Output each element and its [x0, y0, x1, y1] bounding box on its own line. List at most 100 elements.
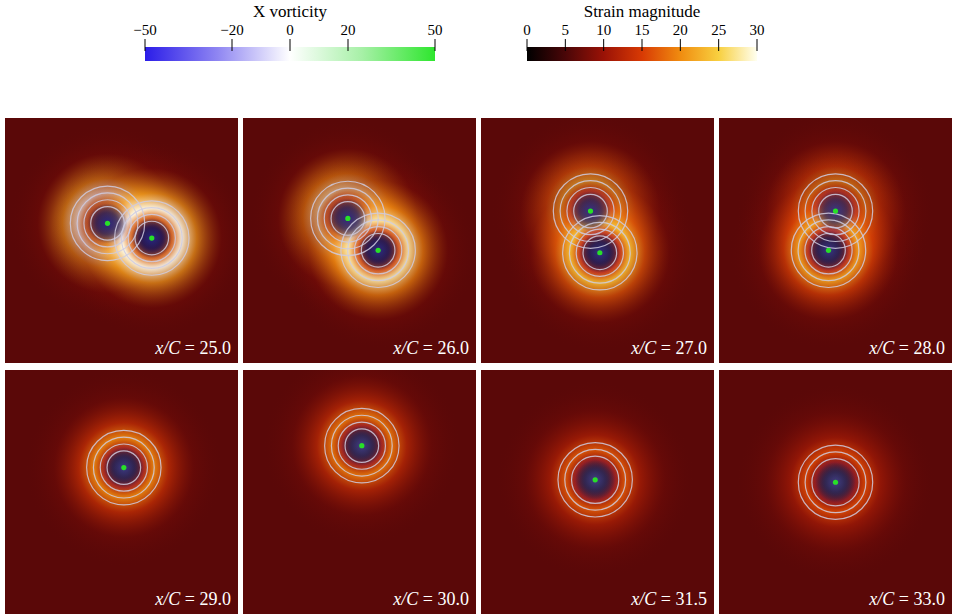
vorticity-contour: [107, 451, 141, 485]
vorticity-contour: [91, 207, 125, 241]
colorbar-tick: [642, 39, 643, 51]
vorticity-contour: [563, 216, 637, 290]
panel: x/C = 28.0: [719, 111, 952, 363]
vorticity-contour: [331, 415, 392, 476]
vorticity-tint: [98, 442, 150, 494]
vorticity-contour: [576, 229, 623, 276]
panel: x/C = 30.0: [243, 346, 476, 614]
vorticity-contour: [121, 208, 182, 269]
vorticity-contour: [583, 236, 617, 270]
vorticity-contour: [812, 459, 859, 506]
vortex-centre: [345, 216, 350, 221]
vorticity-contour: [569, 222, 630, 283]
colorbar-tick: [290, 39, 291, 51]
panel-label: x/C = 27.0: [630, 338, 707, 358]
colorbar: X vorticity−50−2002050: [133, 2, 442, 61]
colorbar-tick: [565, 39, 566, 51]
colorbar-tick: [603, 39, 604, 51]
vortex-centre: [833, 480, 838, 485]
panel-label: x/C = 33.0: [868, 589, 945, 609]
panel: x/C = 31.5: [481, 370, 714, 614]
vorticity-contour: [93, 437, 154, 498]
colorbar-tick: [527, 39, 528, 51]
colorbar: Strain magnitude051015202530: [523, 2, 764, 61]
colorbar-tick: [718, 39, 719, 51]
vorticity-contour: [812, 234, 846, 268]
vorticity-contour: [798, 220, 859, 281]
vortex-centre: [826, 248, 831, 253]
strain-halo: [52, 138, 238, 338]
panel-label: x/C = 30.0: [392, 589, 469, 609]
strain-halo: [278, 150, 476, 350]
panel-label: x/C = 28.0: [868, 338, 945, 358]
colorbar-tick-label: 0: [523, 22, 531, 38]
panel-label: x/C = 25.0: [154, 338, 231, 358]
vorticity-contour: [135, 221, 169, 255]
vorticity-contour: [100, 444, 147, 491]
vorticity-contour: [798, 445, 872, 519]
panel-label: x/C = 29.0: [154, 589, 231, 609]
colorbar-tick: [232, 39, 233, 51]
vorticity-tint: [352, 224, 404, 276]
vorticity-contour: [348, 220, 409, 281]
colorbar-tick-label: 10: [596, 22, 611, 38]
panel: x/C = 26.0: [243, 118, 478, 363]
vortex-centre: [833, 209, 838, 214]
vorticity-contour: [317, 188, 378, 249]
vorticity-contour: [361, 234, 395, 268]
vorticity-tint: [810, 456, 862, 508]
colorbar-tick-label: 0: [286, 22, 294, 38]
field: [481, 118, 714, 363]
colorbar-tick-label: −20: [220, 22, 243, 38]
vorticity-contour: [805, 181, 866, 242]
colorbar-tick: [435, 39, 436, 51]
vortex-centre: [593, 477, 598, 482]
vorticity-contour: [805, 452, 866, 513]
field: [5, 370, 238, 614]
vorticity-contour: [128, 214, 175, 261]
vortex-centre: [121, 465, 126, 470]
colorbar-tick-label: 5: [562, 22, 570, 38]
vortex-centre: [149, 235, 154, 240]
colorbar-tick: [145, 39, 146, 51]
vorticity-contour: [819, 194, 853, 228]
vorticity-contour: [791, 213, 865, 287]
vorticity-contour: [345, 429, 379, 463]
colorbar-tick-label: 20: [673, 22, 688, 38]
strain-halo: [495, 380, 695, 580]
vorticity-contour: [87, 430, 161, 504]
panel: x/C = 33.0: [719, 370, 952, 614]
vorticity-contour: [565, 449, 626, 510]
strain-halo: [729, 150, 929, 350]
field: [719, 370, 952, 614]
colorbar-tick-label: 50: [428, 22, 443, 38]
panel-label: x/C = 31.5: [630, 589, 707, 609]
panel: x/C = 25.0: [5, 118, 252, 363]
strain-halo: [262, 370, 462, 546]
strain-background: [481, 370, 714, 614]
vorticity-contour: [567, 188, 614, 235]
panel: x/C = 27.0: [481, 111, 714, 363]
colorbar-tick: [757, 39, 758, 51]
vorticity-contour: [84, 200, 131, 247]
colorbar-tick-label: 20: [341, 22, 356, 38]
vorticity-tint: [336, 420, 388, 472]
vorticity-contour: [338, 422, 385, 469]
vorticity-contour: [553, 174, 627, 248]
vorticity-tint: [574, 227, 626, 279]
field: [481, 370, 714, 614]
strain-halo: [736, 382, 936, 582]
vortex-centre: [597, 250, 602, 255]
strain-background: [719, 370, 952, 614]
vortex-centre: [588, 209, 593, 214]
vorticity-contour: [325, 408, 399, 482]
vortex-centre: [105, 221, 110, 226]
vortex-centre: [376, 248, 381, 253]
colorbar-tick: [680, 39, 681, 51]
colorbar-tick-label: 30: [750, 22, 765, 38]
colorbar-tick-label: 25: [711, 22, 726, 38]
vorticity-contour: [324, 195, 371, 242]
field: [243, 118, 476, 363]
colorbar-tick-label: −50: [133, 22, 156, 38]
colorbar-title: Strain magnitude: [584, 2, 701, 21]
